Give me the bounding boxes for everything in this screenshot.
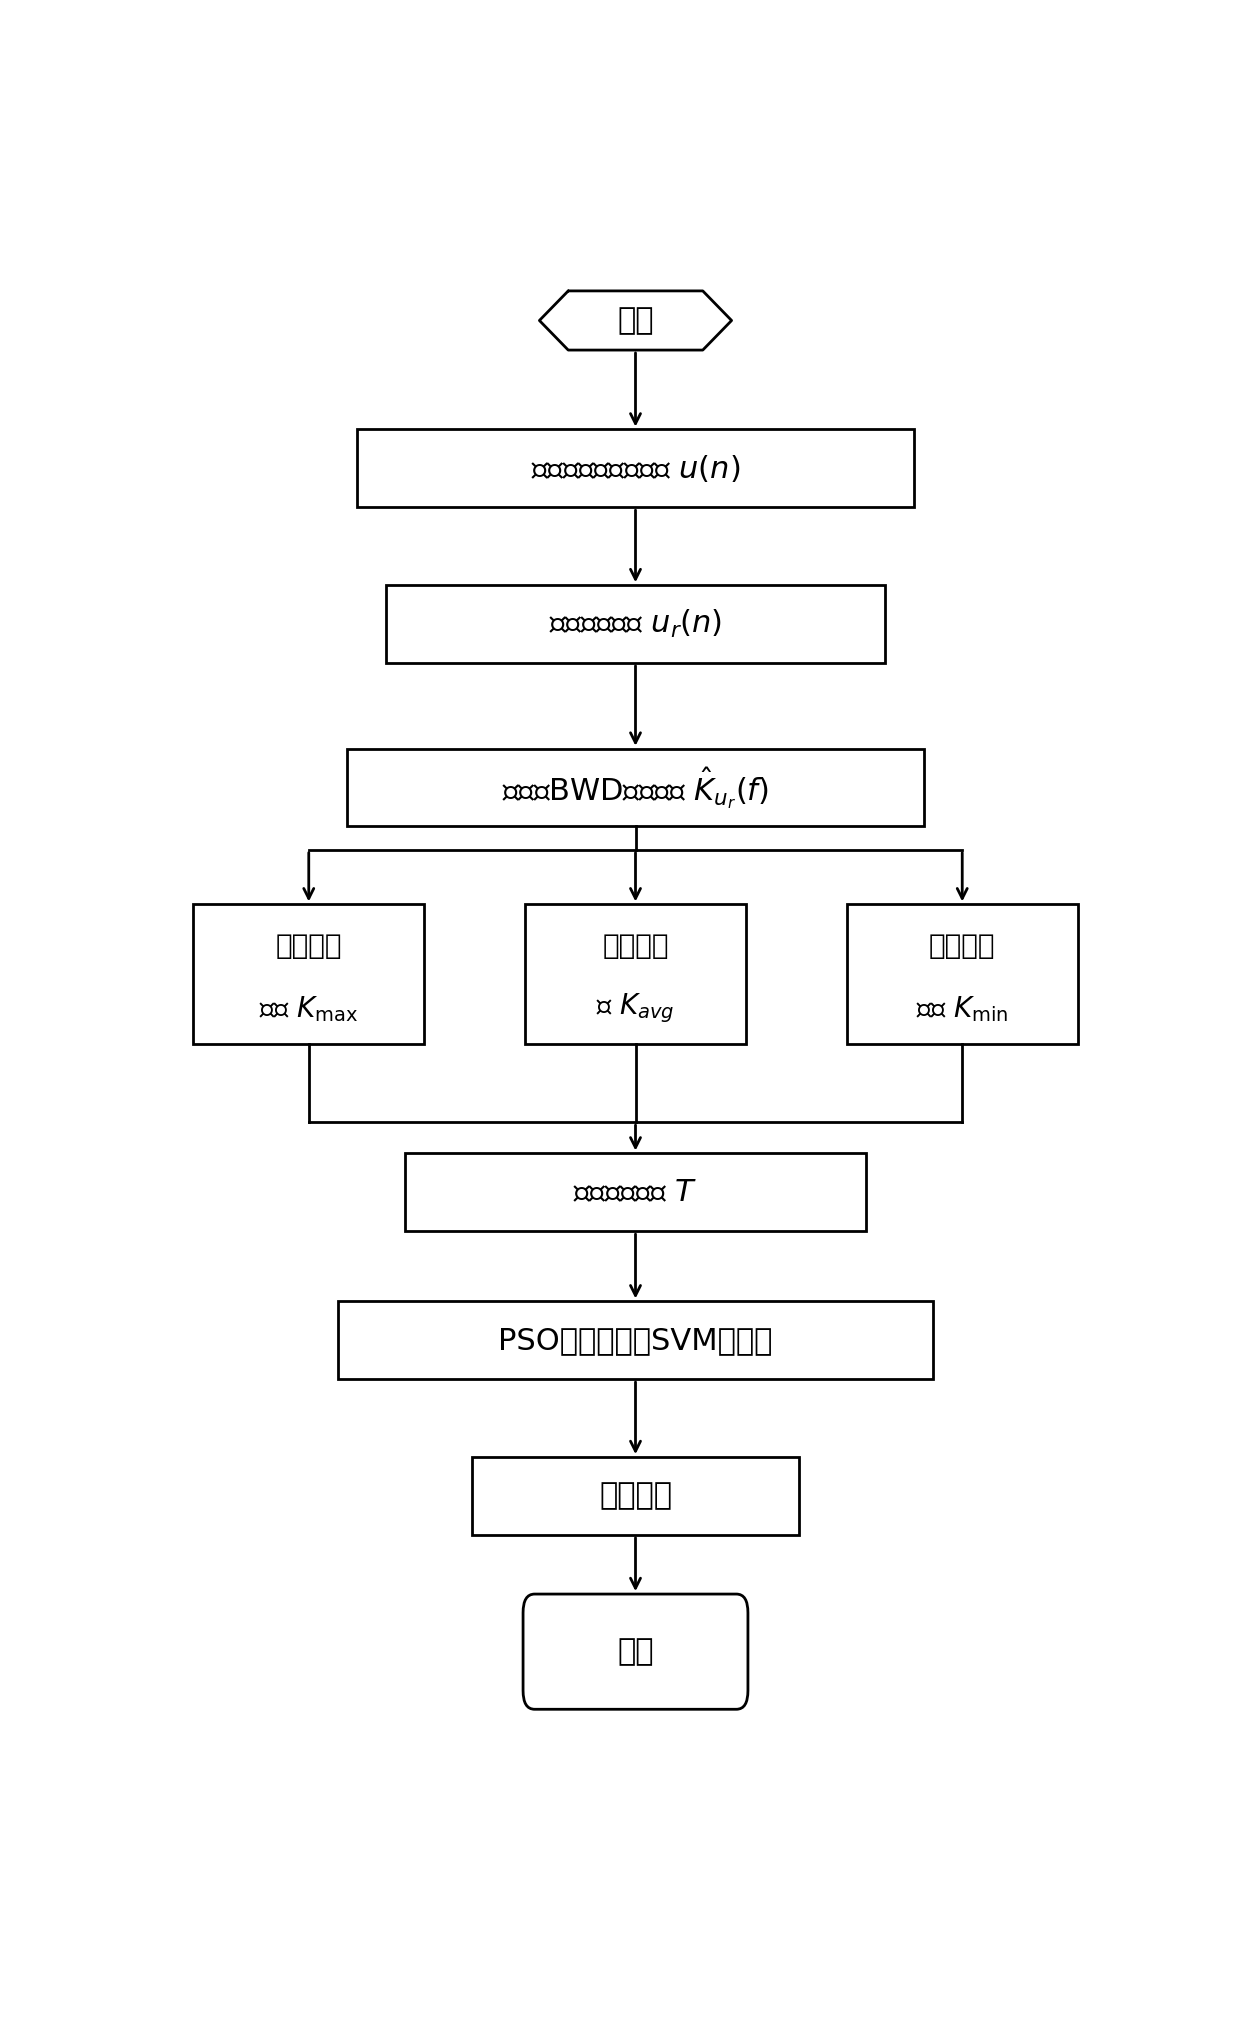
Text: 谱峨度最: 谱峨度最 <box>275 932 342 960</box>
Text: 开始: 开始 <box>618 305 653 336</box>
Text: 大値 $K_{\mathrm{max}}$: 大値 $K_{\mathrm{max}}$ <box>259 993 358 1023</box>
FancyBboxPatch shape <box>472 1458 799 1535</box>
Text: 输入待分析电压信号 $u(n)$: 输入待分析电压信号 $u(n)$ <box>531 453 740 483</box>
FancyBboxPatch shape <box>347 748 924 827</box>
Text: PSO优化参数的SVM分类器: PSO优化参数的SVM分类器 <box>498 1326 773 1355</box>
FancyBboxPatch shape <box>525 904 746 1045</box>
FancyBboxPatch shape <box>193 904 424 1045</box>
Text: 组成特征向量 $T$: 组成特征向量 $T$ <box>573 1179 698 1207</box>
Text: 谱峨度均: 谱峨度均 <box>603 932 668 960</box>
Text: 値 $K_{avg}$: 値 $K_{avg}$ <box>596 993 675 1025</box>
FancyBboxPatch shape <box>404 1153 866 1231</box>
FancyBboxPatch shape <box>337 1302 934 1379</box>
FancyBboxPatch shape <box>386 584 885 663</box>
Text: 输出结果: 输出结果 <box>599 1482 672 1510</box>
Text: 求基于BWD的谱峨度 $\hat{K}_{u_r}(f)$: 求基于BWD的谱峨度 $\hat{K}_{u_r}(f)$ <box>502 764 769 811</box>
Text: 提取扰动信号 $u_r(n)$: 提取扰动信号 $u_r(n)$ <box>549 609 722 641</box>
FancyBboxPatch shape <box>357 429 914 508</box>
FancyBboxPatch shape <box>523 1593 748 1709</box>
Text: 结束: 结束 <box>618 1638 653 1666</box>
FancyBboxPatch shape <box>847 904 1078 1045</box>
Text: 小値 $K_{\mathrm{min}}$: 小値 $K_{\mathrm{min}}$ <box>916 993 1008 1023</box>
Text: 谱峨度最: 谱峨度最 <box>929 932 996 960</box>
